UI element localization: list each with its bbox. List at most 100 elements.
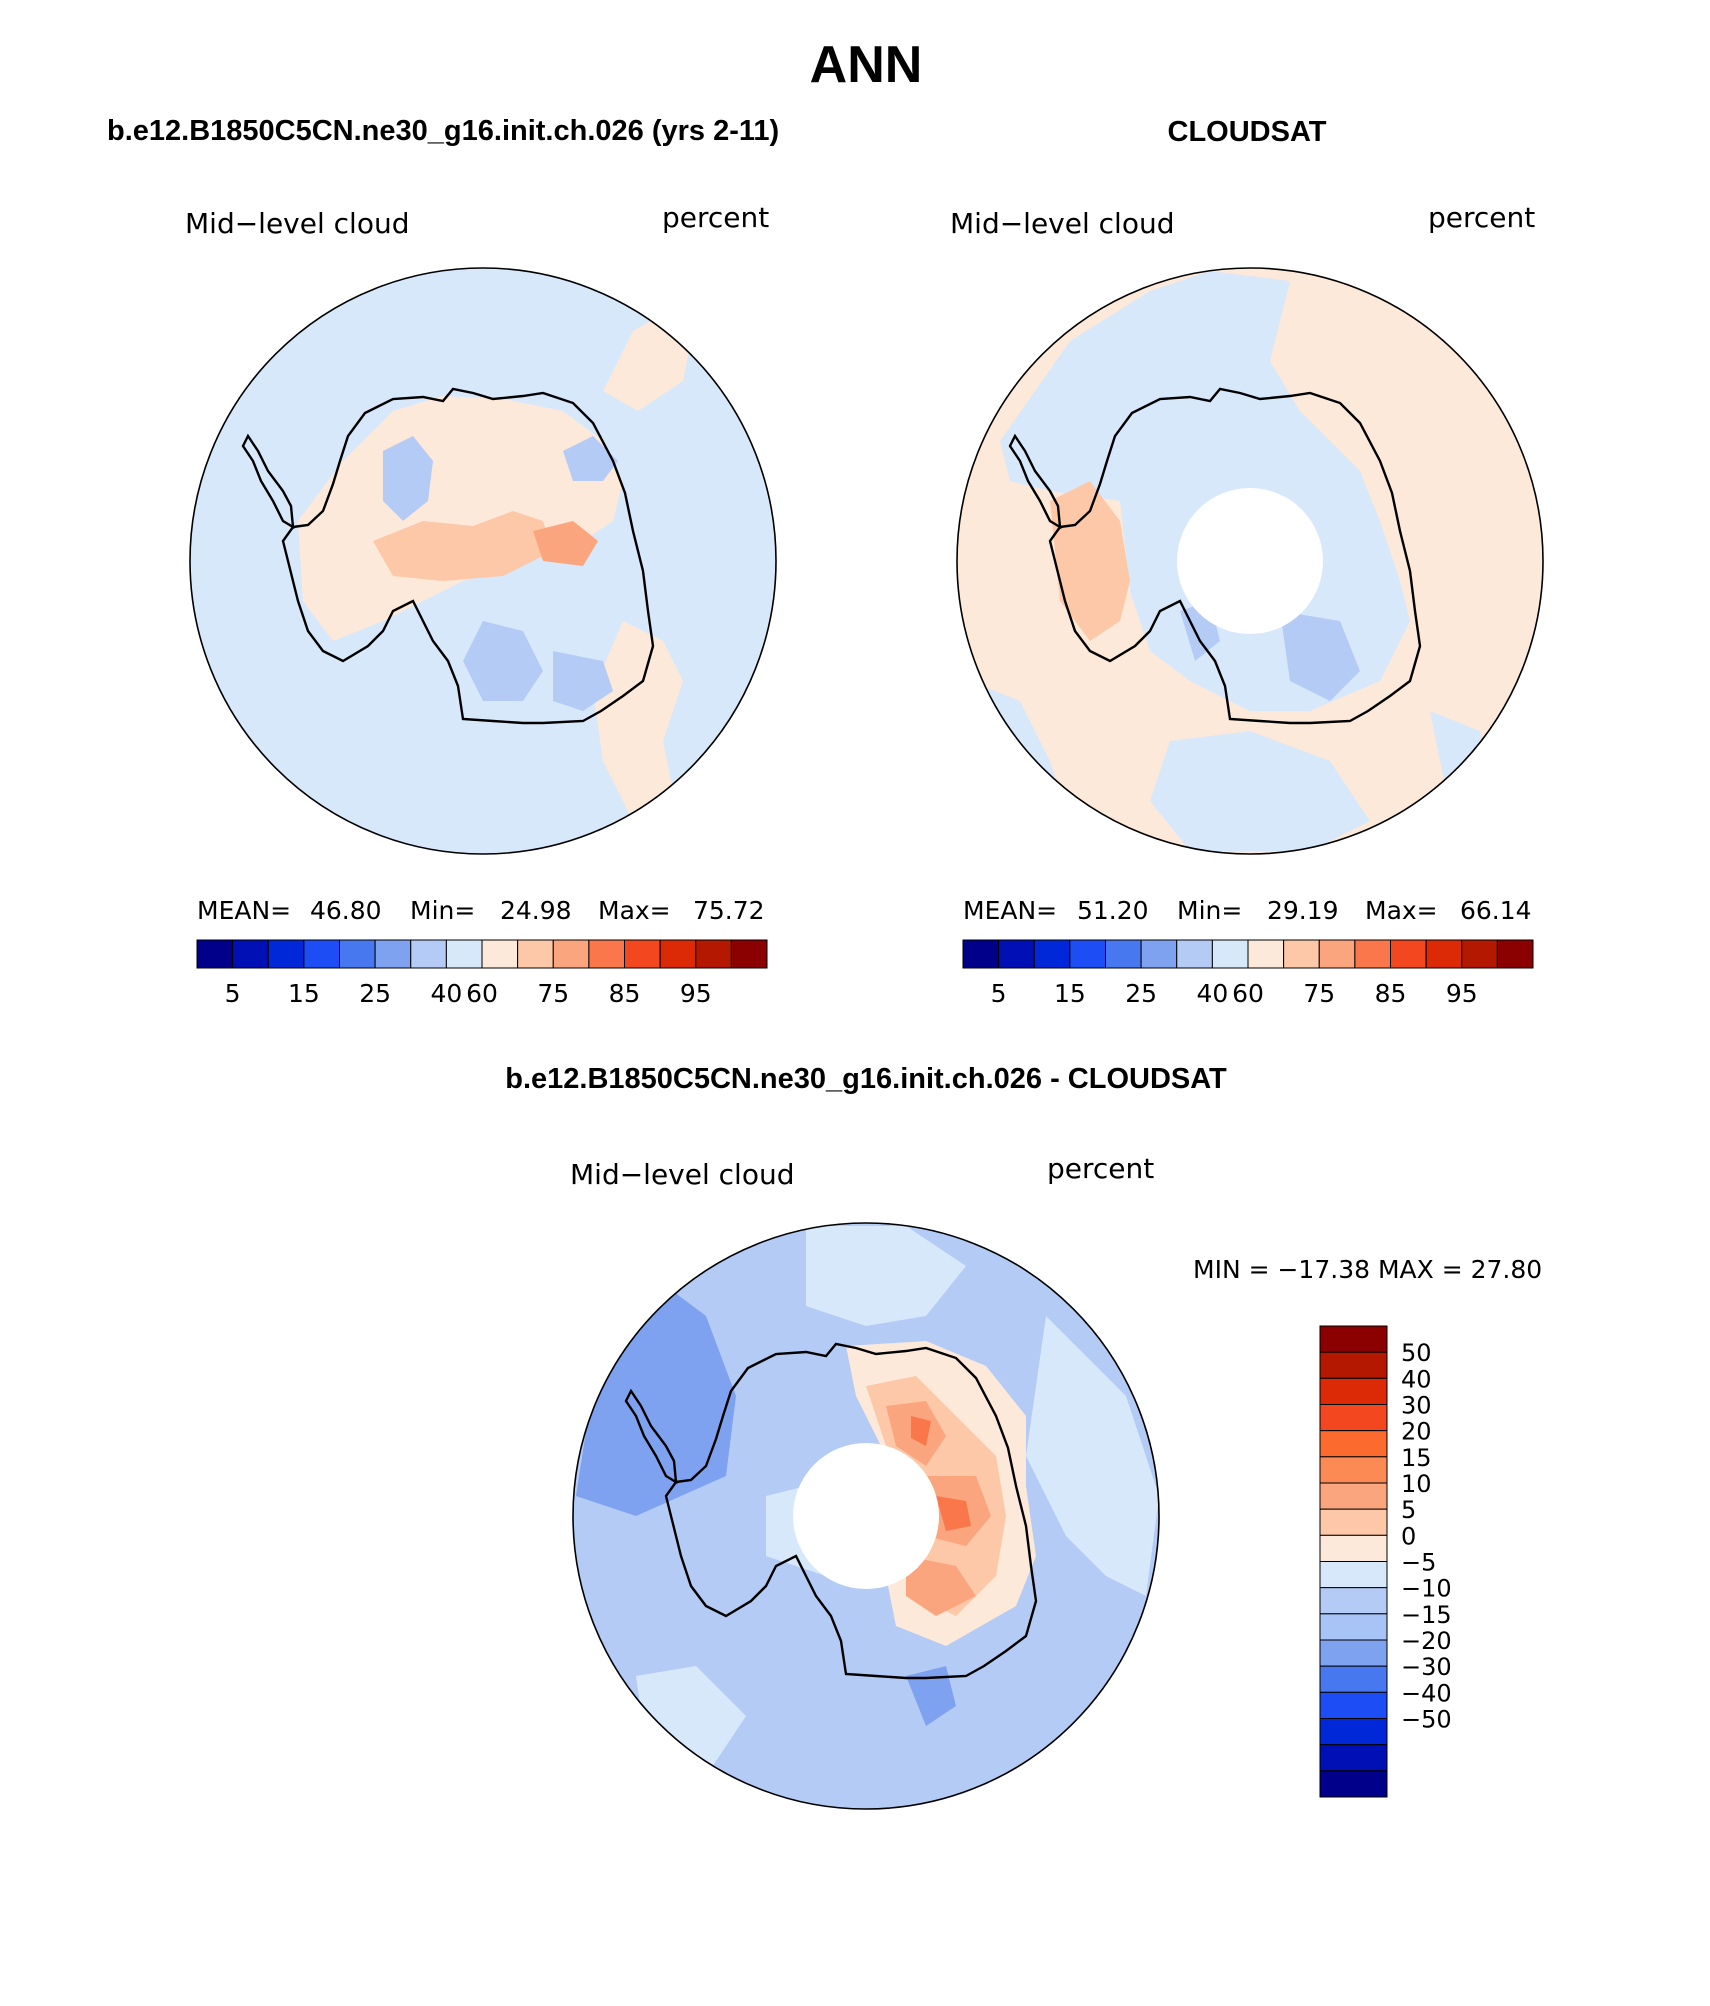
panel-model-variable: Mid−level cloud [185,207,409,240]
colorbar-tick-label: 95 [680,979,712,1008]
colorbar-tick-label: −20 [1401,1627,1452,1655]
panel-diff-units: percent [1047,1152,1154,1185]
colorbar-tick-label: 15 [1401,1444,1432,1472]
panel-obs-heading: CLOUDSAT [1168,116,1327,148]
cloud-region [906,1556,976,1616]
colorbar-swatch [1319,1691,1388,1720]
cloud-region [936,1496,971,1531]
panel-obs-map [957,268,1543,854]
colorbar-swatch [1319,1456,1388,1484]
colorbar-swatch [998,939,1035,969]
colorbar-tick-label: −5 [1401,1549,1436,1577]
colorbar-swatch [1319,1587,1388,1615]
colorbar-tick-label: −50 [1401,1706,1452,1734]
panel-diff: b.e12.B1850C5CN.ne30_g16.init.ch.026 - C… [505,1063,1542,1810]
colorbar-swatch [1176,939,1213,969]
colorbar-tick-label: 95 [1446,979,1478,1008]
panel-diff-map [573,1223,1159,1809]
mean-label: MEAN= [963,896,1057,925]
colorbar-swatch [1319,1377,1388,1406]
colorbar-swatch [1319,1744,1388,1772]
colorbar-swatch [1319,1325,1388,1353]
colorbar-swatch [624,939,661,969]
cloud-region [806,1226,966,1326]
panel-obs: CLOUDSAT Mid−level cloud percent MEAN= 5… [950,116,1544,1008]
colorbar-tick-label: 40 [1401,1365,1432,1393]
panel-model-map [190,268,776,854]
colorbar-swatch [1496,939,1534,969]
colorbar-tick-label: 50 [1401,1339,1432,1367]
colorbar-swatch [1247,939,1285,969]
max-value: 75.72 [693,896,765,925]
cloud-region [1280,611,1360,701]
colorbar-swatch [232,939,269,969]
max-label: Max= [598,896,671,925]
min-value: 29.19 [1267,896,1339,925]
colorbar-tick-label: 15 [1054,979,1086,1008]
panel-model-colorbar: 5 15 25 40 60 75 85 95 [196,939,768,1008]
cloud-region [553,651,613,711]
colorbar-swatch [1283,939,1320,969]
panel-model-stats: MEAN= 46.80 Min= 24.98 Max= 75.72 [197,896,765,925]
colorbar-swatch [1105,939,1142,969]
colorbar-swatch [445,939,483,969]
colorbar-tick-label: −10 [1401,1575,1452,1603]
colorbar-swatch [1319,1665,1388,1693]
cloud-region [373,511,553,581]
colorbar-swatch [659,939,697,969]
colorbar-tick-label: 40 [430,979,462,1008]
colorbar-tick-label: 75 [1303,979,1335,1008]
panel-diff-variable: Mid−level cloud [570,1158,794,1191]
cloud-region [911,1416,931,1446]
panel-diff-minmax: MIN = −17.38 MAX = 27.80 [1193,1255,1542,1284]
colorbar-swatch [1319,1534,1388,1563]
colorbar-tick-label: 5 [991,979,1007,1008]
colorbar-tick-label: 25 [1125,979,1157,1008]
min-label: Min= [1177,896,1242,925]
cloud-region [463,621,543,701]
mean-value: 46.80 [310,896,382,925]
colorbar-swatch [1319,1561,1388,1589]
colorbar-tick-label: 30 [1401,1392,1432,1420]
panel-model-heading: b.e12.B1850C5CN.ne30_g16.init.ch.026 (yr… [107,115,779,147]
colorbar-swatch [481,939,519,969]
colorbar-swatch [1069,939,1106,969]
panel-obs-units: percent [1428,201,1535,234]
cloud-region [1026,1316,1159,1596]
colorbar-swatch [1318,939,1356,969]
polar-data-gap [1177,488,1323,634]
colorbar-swatch [267,939,305,969]
colorbar-swatch [1033,939,1071,969]
colorbar-tick-label: 15 [288,979,320,1008]
colorbar-tick-label: −40 [1401,1679,1452,1707]
colorbar-swatch [1211,939,1249,969]
colorbar-tick-label: 5 [1401,1496,1416,1524]
figure-title: ANN [810,36,923,94]
colorbar-swatch [695,939,732,969]
map-boundary [956,267,1544,855]
colorbar-swatch [1319,1404,1388,1432]
colorbar-tick-label: 75 [537,979,569,1008]
cloud-region [1150,731,1370,851]
colorbar-swatch [410,939,447,969]
colorbar-swatch [1319,1351,1388,1379]
cloud-region [533,521,598,566]
cloud-region [383,436,433,521]
colorbar-swatch [1390,939,1427,969]
cloud-region [593,621,683,821]
cloud-region [563,436,618,481]
colorbar-swatch [1319,1613,1388,1641]
colorbar-swatch [962,939,1000,969]
colorbar-tick-label: 85 [609,979,641,1008]
colorbar-tick-label: 60 [1232,979,1264,1008]
colorbar-swatch [1319,1508,1388,1536]
colorbar-swatch [1140,939,1178,969]
panel-model-units: percent [662,201,769,234]
colorbar-swatch [730,939,768,969]
colorbar-tick-label: 0 [1401,1522,1416,1550]
mean-label: MEAN= [197,896,291,925]
cloud-region [906,1666,956,1726]
panel-obs-colorbar: 5 15 25 40 60 75 85 95 [962,939,1534,1008]
